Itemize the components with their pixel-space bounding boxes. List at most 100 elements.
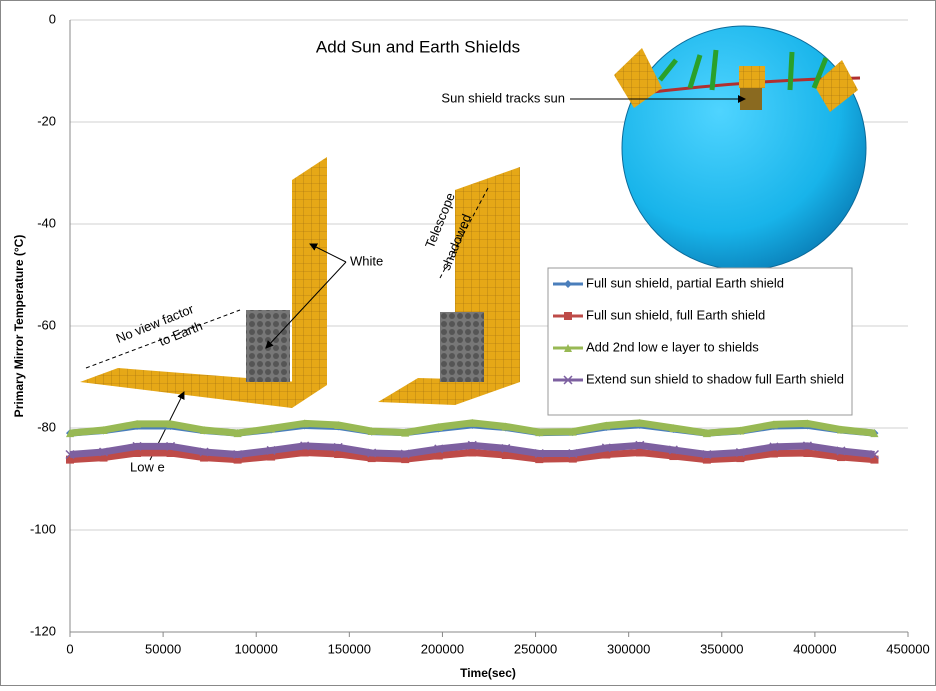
x-tick-label: 250000 xyxy=(514,641,557,656)
x-axis-label: Time(sec) xyxy=(460,666,516,680)
marker xyxy=(769,420,778,429)
marker xyxy=(434,444,444,454)
marker xyxy=(535,428,544,437)
marker xyxy=(534,448,544,459)
marker xyxy=(99,426,108,435)
marker xyxy=(200,426,209,435)
marker xyxy=(568,448,578,459)
marker xyxy=(300,448,309,457)
marker xyxy=(836,446,846,456)
marker xyxy=(300,419,309,428)
marker xyxy=(836,453,845,462)
marker xyxy=(434,422,443,431)
legend-label: Full sun shield, partial Earth shield xyxy=(586,275,784,290)
marker xyxy=(166,419,175,428)
x-tick-label: 50000 xyxy=(145,641,181,656)
y-tick-label: -100 xyxy=(30,521,56,536)
marker xyxy=(200,453,209,462)
marker xyxy=(564,280,572,288)
marker xyxy=(736,454,745,463)
legend-label: Full sun shield, full Earth shield xyxy=(586,307,765,322)
marker xyxy=(635,448,644,457)
marker xyxy=(870,429,879,438)
marker xyxy=(98,447,109,457)
marker xyxy=(468,448,477,457)
marker xyxy=(66,429,74,438)
y-tick-label: 0 xyxy=(49,11,56,26)
y-tick-label: -80 xyxy=(37,419,56,434)
marker xyxy=(568,427,577,436)
marker xyxy=(401,455,410,464)
marker xyxy=(266,445,276,455)
marker xyxy=(166,448,175,457)
marker xyxy=(668,445,678,455)
chart-title: Add Sun and Earth Shields xyxy=(316,37,520,56)
marker xyxy=(601,443,611,453)
annotation: Sun shield tracks sun xyxy=(441,90,565,105)
series-layer xyxy=(65,418,880,464)
marker xyxy=(166,441,176,451)
marker xyxy=(702,429,711,438)
marker xyxy=(132,441,142,451)
marker xyxy=(870,455,879,464)
marker xyxy=(702,455,711,464)
marker xyxy=(702,449,712,460)
illustration: Add Sun and Earth Shields Sun shield tra… xyxy=(80,25,867,474)
marker xyxy=(199,447,209,457)
marker xyxy=(501,451,510,460)
y-tick-label: -40 xyxy=(37,215,56,230)
x-tick-label: 400000 xyxy=(793,641,836,656)
x-tick-label: 200000 xyxy=(421,641,464,656)
x-tick-label: 450000 xyxy=(886,641,929,656)
marker xyxy=(669,452,678,461)
marker xyxy=(736,426,745,435)
marker xyxy=(233,455,242,464)
marker xyxy=(367,454,376,463)
marker xyxy=(564,312,572,320)
marker xyxy=(501,422,510,431)
marker xyxy=(300,441,310,451)
marker xyxy=(267,424,276,433)
marker xyxy=(836,425,845,434)
x-tick-label: 100000 xyxy=(235,641,278,656)
y-tick-label: -120 xyxy=(30,623,56,638)
annotation: White xyxy=(350,253,383,268)
marker xyxy=(233,429,242,438)
y-axis-label: Primary Mirror Temperature (°C) xyxy=(12,235,26,418)
marker xyxy=(400,449,410,459)
marker xyxy=(769,442,779,452)
marker xyxy=(334,450,343,459)
marker xyxy=(367,427,376,436)
legend xyxy=(547,267,853,416)
x-tick-label: 300000 xyxy=(607,641,650,656)
x-tick-label: 0 xyxy=(66,641,73,656)
marker xyxy=(434,451,443,460)
x-tick-label: 350000 xyxy=(700,641,743,656)
y-tick-label: -20 xyxy=(37,113,56,128)
marker xyxy=(563,375,573,385)
legend-label: Add 2nd low e layer to shields xyxy=(586,339,759,354)
marker xyxy=(535,455,544,464)
marker xyxy=(669,424,678,432)
x-tick-label: 150000 xyxy=(328,641,371,656)
marker xyxy=(133,419,142,428)
marker xyxy=(467,440,477,450)
marker xyxy=(602,450,611,459)
marker xyxy=(564,344,572,352)
legend-items: Full sun shield, partial Earth shield Ful… xyxy=(553,275,844,386)
marker xyxy=(635,418,644,427)
marker xyxy=(334,420,343,429)
marker xyxy=(869,449,880,460)
marker xyxy=(401,428,410,437)
marker xyxy=(501,443,511,453)
marker xyxy=(267,452,276,461)
marker xyxy=(568,454,577,463)
marker xyxy=(802,441,812,451)
marker xyxy=(769,449,778,458)
marker xyxy=(333,442,343,452)
marker xyxy=(803,419,812,428)
marker xyxy=(735,447,745,458)
legend-label: Extend sun shield to shadow full Earth s… xyxy=(586,371,844,386)
annotation: Low e xyxy=(130,459,165,474)
